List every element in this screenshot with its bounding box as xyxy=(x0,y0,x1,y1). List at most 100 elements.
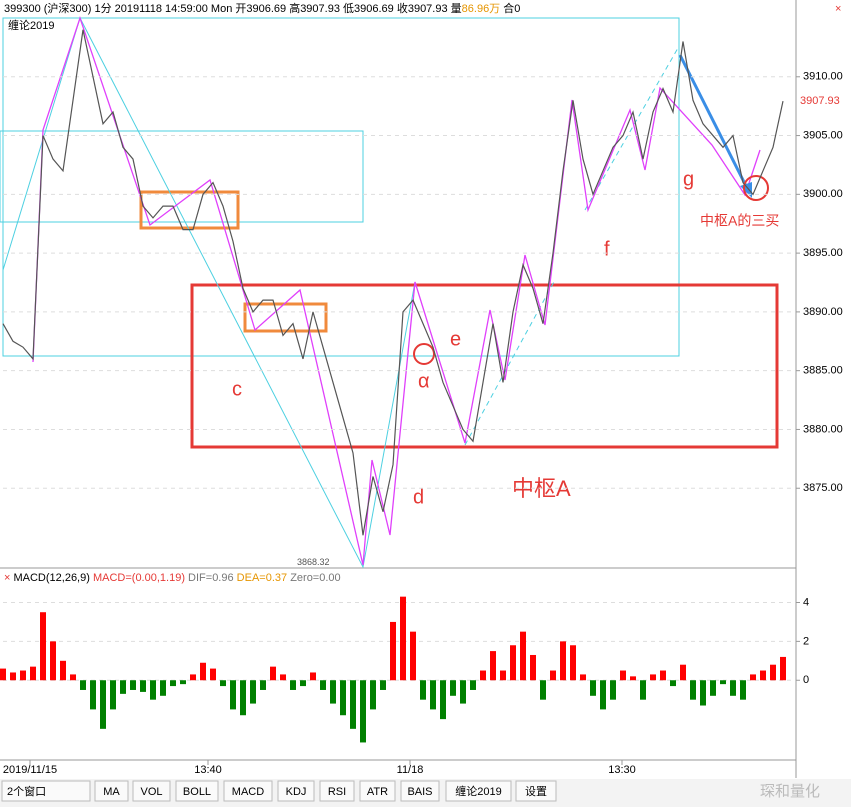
macd-header: × MACD(12,26,9) MACD=(0.00,1.19) DIF=0.9… xyxy=(4,572,341,584)
marker xyxy=(743,175,769,201)
trend-line xyxy=(2,16,416,569)
histogram-bar xyxy=(360,680,366,743)
volume: 86.96万 xyxy=(462,3,501,15)
box xyxy=(190,283,779,449)
toolbar-button-label[interactable]: BOLL xyxy=(183,786,211,798)
histogram-bar xyxy=(470,680,476,690)
toolbar-button-label[interactable]: VOL xyxy=(140,786,162,798)
box xyxy=(0,130,364,223)
y-tick-label: 3875.00 xyxy=(803,482,843,494)
histogram-bar xyxy=(280,674,286,681)
toolbar-button[interactable] xyxy=(175,780,219,802)
stroke-line xyxy=(32,15,761,566)
annotation: α xyxy=(418,370,430,392)
y-tick-label: 3880.00 xyxy=(803,423,843,435)
histogram-bar xyxy=(640,680,646,700)
histogram-bar xyxy=(620,670,626,681)
histogram-bar xyxy=(240,680,246,716)
annotation: f xyxy=(604,238,610,260)
extra: 合0 xyxy=(503,1,520,15)
toolbar-button-label[interactable]: MACD xyxy=(232,786,264,798)
histogram-bar xyxy=(320,680,326,690)
histogram-bar xyxy=(380,680,386,690)
histogram-bar xyxy=(650,674,656,681)
macd-stat: DIF=0.96 xyxy=(188,572,234,584)
y-tick-label: 3910.00 xyxy=(803,71,843,83)
price-line xyxy=(2,29,784,536)
close-icon[interactable]: × xyxy=(835,3,841,15)
toolbar-button[interactable] xyxy=(515,780,557,802)
histogram-bar xyxy=(780,656,786,681)
indicator-legend: 缠论2019 xyxy=(8,18,54,32)
histogram-bar xyxy=(720,680,726,685)
histogram-bar xyxy=(490,651,496,681)
low-label: 3868.32 xyxy=(297,557,330,567)
histogram-bar xyxy=(630,676,636,681)
histogram-bar xyxy=(570,645,576,681)
histogram-bar xyxy=(730,680,736,696)
histogram-bar xyxy=(410,631,416,681)
annotation: 中枢A的三买 xyxy=(700,213,779,229)
histogram-bar xyxy=(20,670,26,681)
toolbar-button-label[interactable]: 2个窗口 xyxy=(7,784,46,798)
histogram-bar xyxy=(530,654,536,681)
annotation: d xyxy=(413,486,424,508)
y-tick-label: 3895.00 xyxy=(803,247,843,259)
annotation: e xyxy=(450,328,461,350)
watermark: 琛和量化 xyxy=(760,783,820,800)
histogram-bar xyxy=(90,680,96,710)
macd-stat: Zero=0.00 xyxy=(290,572,340,584)
toolbar-button[interactable] xyxy=(94,780,129,802)
histogram-bar xyxy=(230,680,236,710)
toolbar-button-label[interactable]: ATR xyxy=(367,786,388,798)
toolbar-button-label[interactable]: 缠论2019 xyxy=(455,784,501,798)
toolbar-button[interactable] xyxy=(319,780,355,802)
histogram-bar xyxy=(200,662,206,681)
annotation: c xyxy=(232,378,242,400)
histogram-bar xyxy=(350,680,356,729)
toolbar-button[interactable] xyxy=(277,780,315,802)
histogram-bar xyxy=(700,680,706,706)
toolbar-button-label[interactable]: KDJ xyxy=(286,786,307,798)
toolbar-button-label[interactable]: MA xyxy=(103,786,120,798)
histogram-bar xyxy=(370,680,376,710)
toolbar-button[interactable] xyxy=(445,780,512,802)
toolbar-button-label[interactable]: BAIS xyxy=(407,786,432,798)
histogram-bar xyxy=(50,641,56,681)
toolbar-button[interactable] xyxy=(223,780,273,802)
histogram-bar xyxy=(310,672,316,681)
marker xyxy=(413,343,435,365)
toolbar-button[interactable] xyxy=(359,780,396,802)
histogram-bar xyxy=(110,680,116,710)
x-tick-label: 13:30 xyxy=(608,764,636,776)
histogram-bar xyxy=(250,680,256,704)
toolbar-button[interactable] xyxy=(132,780,171,802)
last-price-label: 3907.93 xyxy=(800,95,840,107)
y-tick-label: 4 xyxy=(803,596,809,608)
box xyxy=(139,190,240,230)
arrow xyxy=(678,54,750,191)
histogram-bar xyxy=(450,680,456,696)
histogram-bar xyxy=(710,680,716,696)
ohlc: 开3906.69 高3907.93 低3906.69 收3907.93 量 xyxy=(235,1,461,15)
histogram-bar xyxy=(0,668,6,681)
histogram-bar xyxy=(100,680,106,729)
histogram-bar xyxy=(480,670,486,681)
toolbar-button-label[interactable]: 设置 xyxy=(525,785,547,798)
toolbar-button[interactable] xyxy=(1,780,91,802)
histogram-bar xyxy=(600,680,606,710)
x-tick-label: 2019/11/15 xyxy=(3,764,57,776)
y-tick-label: 3885.00 xyxy=(803,365,843,377)
histogram-bar xyxy=(740,680,746,700)
box xyxy=(2,17,680,357)
histogram-bar xyxy=(460,680,466,704)
histogram-bar xyxy=(130,680,136,690)
toolbar-button[interactable] xyxy=(400,780,440,802)
histogram-bar xyxy=(390,621,396,681)
histogram-bar xyxy=(80,680,86,690)
histogram-bar xyxy=(150,680,156,700)
macd-stat: MACD=(0.00,1.19) xyxy=(93,572,185,584)
toolbar-button-label[interactable]: RSI xyxy=(328,786,346,798)
y-tick-label: 3890.00 xyxy=(803,306,843,318)
